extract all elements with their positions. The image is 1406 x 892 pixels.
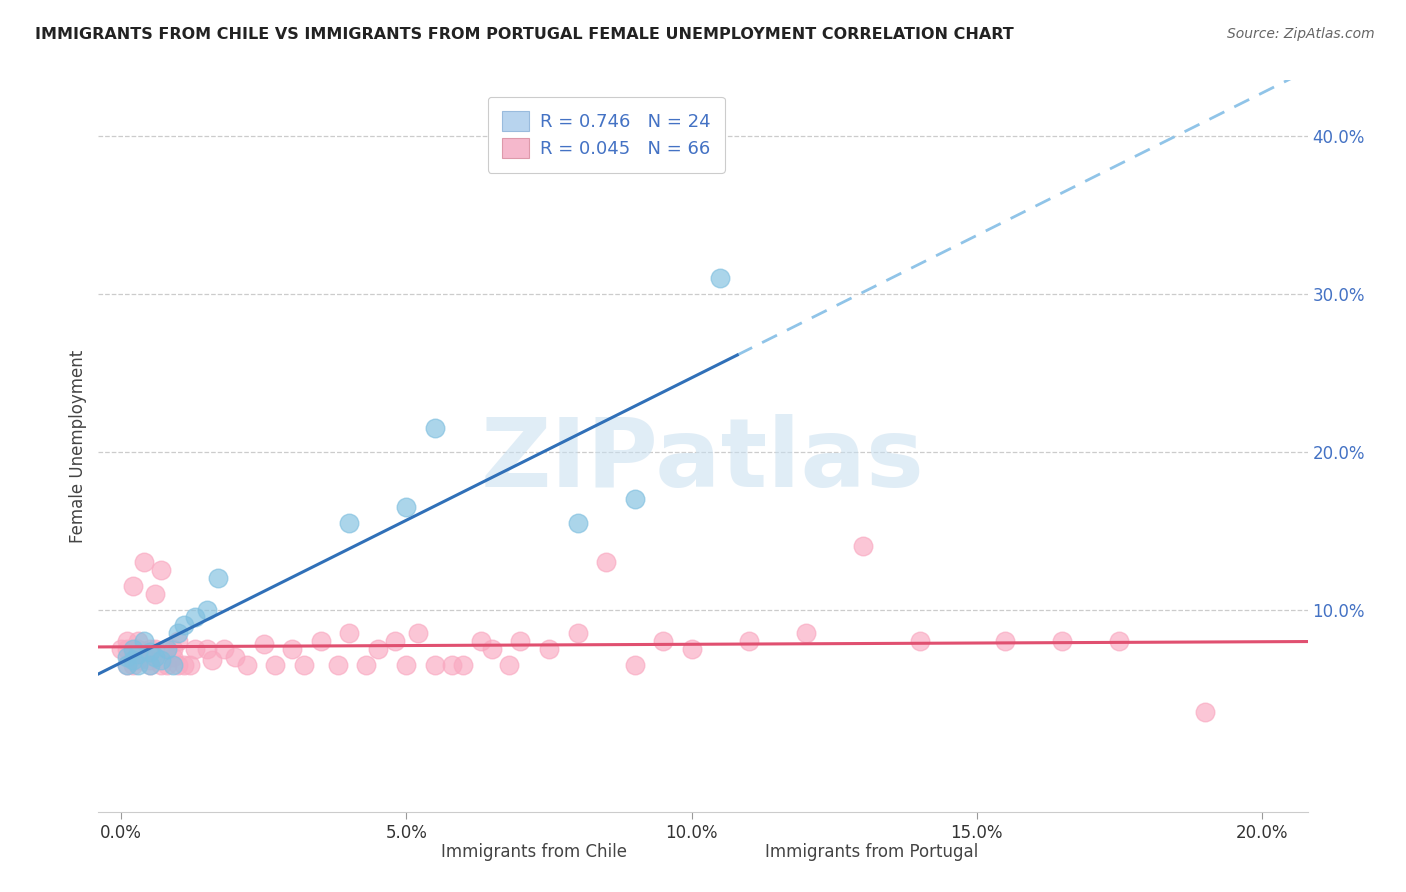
Point	[162, 657, 184, 672]
Point	[498, 657, 520, 672]
Point	[139, 657, 162, 672]
Point	[681, 642, 703, 657]
Point	[737, 634, 759, 648]
Point	[132, 649, 155, 664]
Point	[481, 642, 503, 657]
Point	[652, 634, 675, 648]
Point	[367, 642, 389, 657]
Point	[167, 657, 190, 672]
Point	[595, 555, 617, 569]
Point	[121, 579, 143, 593]
Point	[156, 642, 179, 657]
Point	[195, 602, 218, 616]
Point	[309, 634, 332, 648]
Point	[207, 571, 229, 585]
Point	[139, 645, 162, 659]
Point	[156, 657, 179, 672]
Point	[326, 657, 349, 672]
Point	[195, 642, 218, 657]
Point	[139, 642, 162, 657]
Point	[567, 626, 589, 640]
Point	[127, 647, 149, 661]
Point	[184, 642, 207, 657]
Point	[384, 634, 406, 648]
Point	[264, 657, 287, 672]
Point	[235, 657, 257, 672]
Point	[115, 642, 138, 657]
Point	[127, 634, 149, 648]
Point	[623, 491, 645, 506]
Text: Immigrants from Chile: Immigrants from Chile	[441, 843, 627, 861]
Point	[139, 657, 162, 672]
Point	[406, 626, 429, 640]
Point	[1108, 634, 1130, 648]
Point	[167, 626, 190, 640]
Point	[162, 649, 184, 664]
Point	[337, 626, 360, 640]
Point	[167, 634, 190, 648]
Point	[115, 657, 138, 672]
Point	[150, 563, 173, 577]
Text: Source: ZipAtlas.com: Source: ZipAtlas.com	[1227, 27, 1375, 41]
Point	[1052, 634, 1074, 648]
Point	[115, 657, 138, 672]
Point	[115, 634, 138, 648]
Point	[127, 642, 149, 657]
Point	[567, 516, 589, 530]
Point	[173, 657, 195, 672]
Point	[794, 626, 817, 640]
Point	[150, 657, 173, 672]
Point	[852, 539, 875, 553]
Text: Immigrants from Portugal: Immigrants from Portugal	[765, 843, 979, 861]
Point	[281, 642, 304, 657]
Point	[395, 657, 418, 672]
Point	[121, 657, 143, 672]
Point	[145, 642, 167, 657]
Point	[356, 657, 378, 672]
Point	[337, 516, 360, 530]
Point	[509, 634, 531, 648]
Point	[127, 657, 149, 672]
Point	[121, 642, 143, 657]
Point	[156, 642, 179, 657]
Point	[127, 653, 149, 667]
Point	[150, 653, 173, 667]
Point	[121, 653, 143, 667]
Point	[132, 555, 155, 569]
Point	[537, 642, 560, 657]
Point	[121, 649, 143, 664]
Y-axis label: Female Unemployment: Female Unemployment	[69, 350, 87, 542]
Point	[994, 634, 1017, 648]
Point	[423, 657, 446, 672]
Text: ZIPatlas: ZIPatlas	[481, 414, 925, 508]
Point	[470, 634, 492, 648]
Point	[623, 657, 645, 672]
Point	[253, 637, 276, 651]
Point	[201, 653, 224, 667]
Point	[110, 642, 132, 657]
Point	[441, 657, 464, 672]
Point	[162, 642, 184, 657]
Point	[184, 610, 207, 624]
Point	[423, 421, 446, 435]
Point	[145, 649, 167, 664]
Point	[179, 657, 201, 672]
Point	[212, 642, 235, 657]
Point	[139, 653, 162, 667]
Point	[395, 500, 418, 514]
Point	[115, 649, 138, 664]
Legend: R = 0.746   N = 24, R = 0.045   N = 66: R = 0.746 N = 24, R = 0.045 N = 66	[488, 96, 725, 172]
Point	[145, 587, 167, 601]
Point	[292, 657, 315, 672]
Point	[1194, 705, 1216, 719]
Point	[132, 634, 155, 648]
Point	[908, 634, 931, 648]
Text: IMMIGRANTS FROM CHILE VS IMMIGRANTS FROM PORTUGAL FEMALE UNEMPLOYMENT CORRELATIO: IMMIGRANTS FROM CHILE VS IMMIGRANTS FROM…	[35, 27, 1014, 42]
Point	[173, 618, 195, 632]
Point	[453, 657, 475, 672]
Point	[224, 649, 246, 664]
Point	[709, 270, 731, 285]
